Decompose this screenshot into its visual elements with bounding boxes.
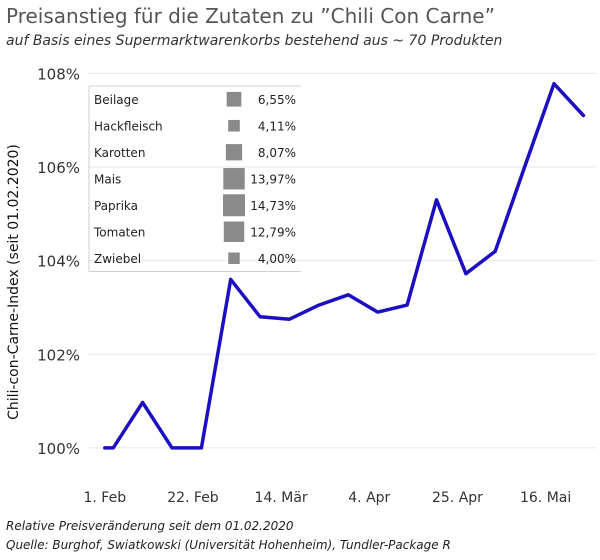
legend-item-value: 14,73% bbox=[250, 199, 296, 213]
legend-size-square bbox=[225, 144, 243, 161]
legend-item-value: 12,79% bbox=[250, 225, 296, 239]
legend-size-square bbox=[226, 91, 242, 107]
legend-item-label: Tomaten bbox=[93, 225, 145, 239]
x-tick-label: 25. Apr bbox=[432, 490, 483, 506]
legend-item-label: Zwiebel bbox=[94, 252, 141, 266]
y-tick-label: 108% bbox=[37, 65, 80, 83]
y-tick-label: 106% bbox=[37, 159, 80, 177]
x-tick-label: 14. Mär bbox=[255, 490, 308, 506]
legend-item-label: Hackfleisch bbox=[94, 119, 163, 133]
legend-size-square bbox=[223, 221, 245, 243]
chart-subtitle: auf Basis eines Supermarktwarenkorbs bes… bbox=[6, 33, 503, 49]
legend-size-square bbox=[228, 119, 240, 132]
legend-item-value: 4,00% bbox=[258, 252, 296, 266]
y-tick-label: 102% bbox=[37, 346, 80, 364]
legend-size-square bbox=[223, 168, 245, 190]
legend-item-label: Karotten bbox=[94, 146, 145, 160]
line-chart: 100% 102% 104% 106% 108% 1. Feb 22. Feb 14. Mär… bbox=[37, 65, 596, 506]
y-tick-label: 100% bbox=[37, 440, 80, 458]
legend-item-label: Mais bbox=[94, 172, 121, 186]
x-tick-label: 16. Mai bbox=[520, 490, 571, 506]
chart-title: Preisanstieg für die Zutaten zu ”Chili C… bbox=[6, 4, 495, 28]
legend-item-value: 6,55% bbox=[258, 93, 296, 107]
x-tick-label: 22. Feb bbox=[167, 490, 219, 506]
y-tick-label: 104% bbox=[37, 253, 80, 271]
legend-item-label: Beilage bbox=[94, 93, 139, 107]
x-tick-label: 4. Apr bbox=[348, 490, 390, 506]
legend-item-value: 13,97% bbox=[250, 172, 296, 186]
legend-item-label: Paprika bbox=[94, 199, 138, 213]
footnote: Relative Preisveränderung seit dem 01.02… bbox=[6, 519, 294, 533]
x-tick-label: 1. Feb bbox=[83, 490, 126, 506]
legend-size-square bbox=[223, 194, 245, 217]
source-note: Quelle: Burghof, Swiatkowski (Universitä… bbox=[6, 538, 451, 552]
legend-size-square bbox=[228, 252, 240, 264]
legend-item-value: 8,07% bbox=[258, 146, 296, 160]
legend-item-value: 4,11% bbox=[258, 119, 296, 133]
series-line bbox=[103, 81, 586, 450]
